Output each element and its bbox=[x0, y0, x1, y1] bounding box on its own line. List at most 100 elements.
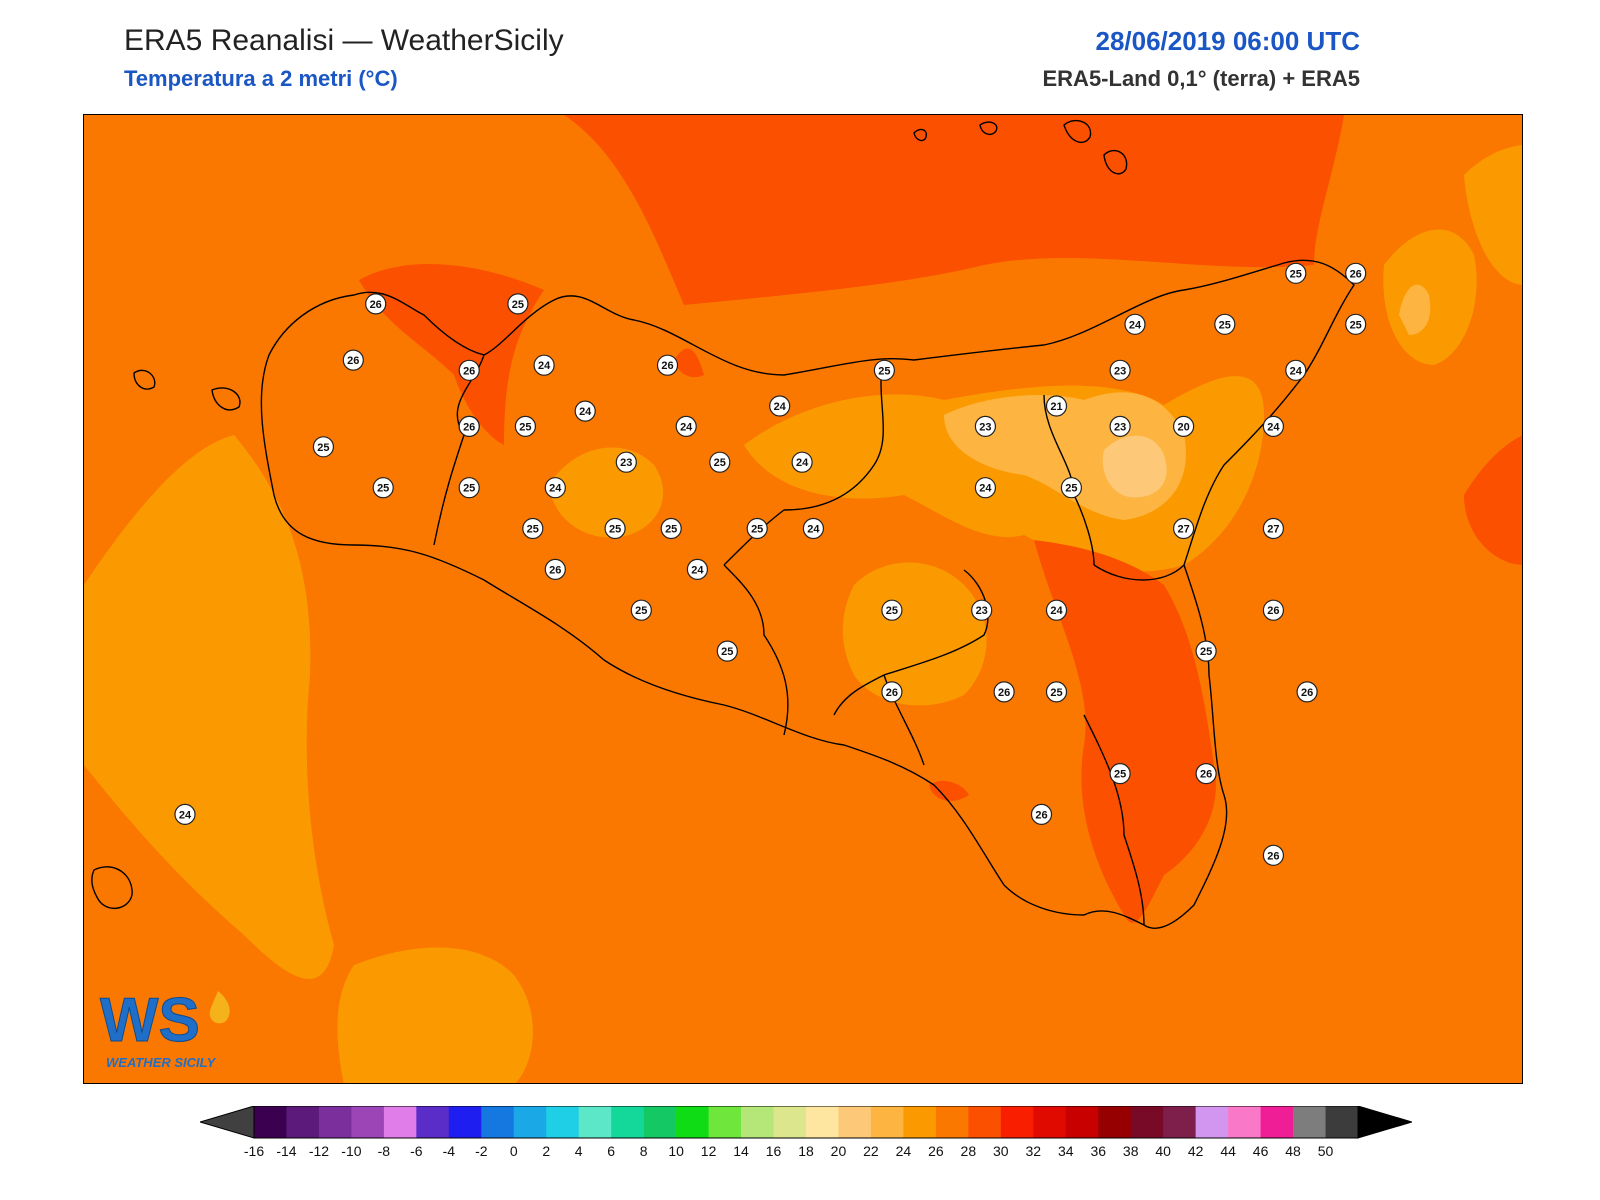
colorbar-swatch bbox=[1195, 1106, 1229, 1138]
colorbar-tick-label: 2 bbox=[542, 1143, 550, 1159]
colorbar-swatch bbox=[1065, 1106, 1099, 1138]
weather-sicily-logo: WS WEATHER SICILY bbox=[96, 977, 256, 1077]
province-ragusa-siracusa bbox=[1083, 714, 1145, 926]
valid-datetime: 28/06/2019 06:00 UTC bbox=[1095, 26, 1360, 56]
island-egadi-1 bbox=[133, 369, 156, 390]
colorbar-swatch bbox=[546, 1106, 580, 1138]
colorbar-tick-label: -8 bbox=[378, 1143, 391, 1159]
colorbar-tick-label: -6 bbox=[410, 1143, 423, 1159]
station-circle bbox=[1262, 599, 1285, 621]
station-circle bbox=[993, 681, 1015, 703]
station-circle bbox=[174, 803, 196, 826]
station-value: 26 bbox=[661, 360, 673, 372]
colorbar-swatch bbox=[513, 1106, 547, 1138]
station-value: 25 bbox=[1050, 687, 1062, 699]
temperature-map: 26 26 26 24 25 24 26 24 25 23 21 23 24 25 25 26 25 24 20 24… bbox=[83, 114, 1523, 1084]
field-t26-gela bbox=[929, 780, 969, 801]
station-marker: 24 bbox=[174, 803, 196, 826]
station-marker: 23 bbox=[615, 451, 637, 473]
colorbar-swatches bbox=[200, 1106, 1412, 1139]
colorbar-swatch bbox=[318, 1106, 352, 1138]
station-value: 23 bbox=[1114, 365, 1126, 377]
colorbar-frame bbox=[253, 1106, 1359, 1139]
station-circle bbox=[881, 681, 903, 703]
station-circle bbox=[1109, 359, 1131, 381]
sicily-coast bbox=[260, 259, 1355, 929]
station-marker: 25 bbox=[709, 451, 731, 473]
station-value: 26 bbox=[549, 564, 561, 576]
station-marker: 26 bbox=[1345, 262, 1367, 284]
field-t22-madonie bbox=[549, 447, 664, 538]
station-marker: 23 bbox=[1109, 359, 1131, 381]
station-circle bbox=[1195, 640, 1217, 662]
station-circle bbox=[615, 451, 637, 473]
colorbar-swatch bbox=[611, 1106, 644, 1138]
station-marker: 24 bbox=[791, 451, 813, 473]
colorbar-tick-label: -12 bbox=[309, 1143, 329, 1159]
station-value: 25 bbox=[878, 365, 890, 377]
station-marker: 24 bbox=[675, 415, 697, 437]
station-circle bbox=[458, 415, 480, 437]
station-value: 23 bbox=[620, 457, 632, 469]
station-circle bbox=[1214, 313, 1236, 335]
station-value: 24 bbox=[549, 483, 562, 495]
station-marker: 26 bbox=[342, 349, 364, 371]
station-marker: 25 bbox=[514, 415, 536, 437]
station-value: 26 bbox=[1350, 268, 1362, 280]
colorbar-swatch bbox=[806, 1106, 839, 1138]
colorbar-swatch bbox=[254, 1106, 287, 1138]
station-value: 24 bbox=[691, 564, 704, 576]
colorbar-swatch bbox=[578, 1106, 612, 1138]
station-circle bbox=[1296, 681, 1318, 703]
station-value: 26 bbox=[1267, 605, 1279, 617]
station-circle bbox=[1345, 262, 1367, 284]
station-marker: 25 bbox=[881, 599, 903, 621]
station-circle bbox=[1045, 681, 1068, 703]
station-marker: 24 bbox=[802, 517, 825, 540]
station-circle bbox=[514, 415, 536, 437]
station-circle bbox=[458, 359, 480, 381]
station-value: 25 bbox=[721, 646, 733, 658]
colorbar-tick-label: -2 bbox=[475, 1143, 488, 1159]
island-lipari bbox=[1063, 119, 1092, 144]
colorbar-tick-label: 8 bbox=[640, 1143, 648, 1159]
station-value: 26 bbox=[1301, 687, 1313, 699]
station-circle bbox=[1262, 844, 1285, 866]
station-marker: 26 bbox=[1296, 681, 1318, 703]
station-circle bbox=[974, 477, 997, 499]
station-marker: 25 bbox=[372, 477, 394, 499]
colorbar-tick-label: 38 bbox=[1123, 1143, 1139, 1159]
station-marker: 24 bbox=[1285, 359, 1307, 381]
colorbar-swatch bbox=[1293, 1106, 1326, 1138]
station-marker: 24 bbox=[574, 400, 596, 422]
station-value: 20 bbox=[1177, 421, 1189, 433]
colorbar-max-arrow bbox=[1357, 1106, 1412, 1139]
station-value: 25 bbox=[519, 421, 531, 433]
field-t18-etna bbox=[1102, 435, 1167, 498]
logo-brand: WEATHER SICILY bbox=[106, 1055, 217, 1070]
station-circle bbox=[1030, 803, 1053, 826]
station-circle bbox=[1045, 395, 1068, 417]
colorbar-tick-label: 4 bbox=[575, 1143, 583, 1159]
colorbar-tick-label: 40 bbox=[1155, 1143, 1171, 1159]
station-circle bbox=[372, 477, 394, 499]
colorbar-tick-label: 14 bbox=[733, 1143, 749, 1159]
station-value: 26 bbox=[463, 365, 475, 377]
station-value: 25 bbox=[377, 483, 389, 495]
colorbar-swatch bbox=[383, 1106, 417, 1138]
station-marker: 26 bbox=[1262, 599, 1285, 621]
station-value: 24 bbox=[1290, 365, 1303, 377]
station-marker: 25 bbox=[1060, 477, 1083, 499]
station-marker: 24 bbox=[1124, 313, 1146, 335]
station-marker: 23 bbox=[974, 415, 997, 437]
logo-initials: WS bbox=[100, 986, 200, 1055]
station-circle bbox=[675, 415, 697, 437]
station-value: 25 bbox=[1065, 483, 1077, 495]
station-marker: 24 bbox=[974, 477, 997, 499]
colorbar-tick-label: 12 bbox=[701, 1143, 717, 1159]
station-value: 23 bbox=[1114, 421, 1126, 433]
colorbar-tick-label: 10 bbox=[668, 1143, 684, 1159]
field-t22-south bbox=[337, 947, 533, 1083]
station-value: 27 bbox=[1267, 524, 1279, 536]
station-value: 23 bbox=[976, 605, 988, 617]
